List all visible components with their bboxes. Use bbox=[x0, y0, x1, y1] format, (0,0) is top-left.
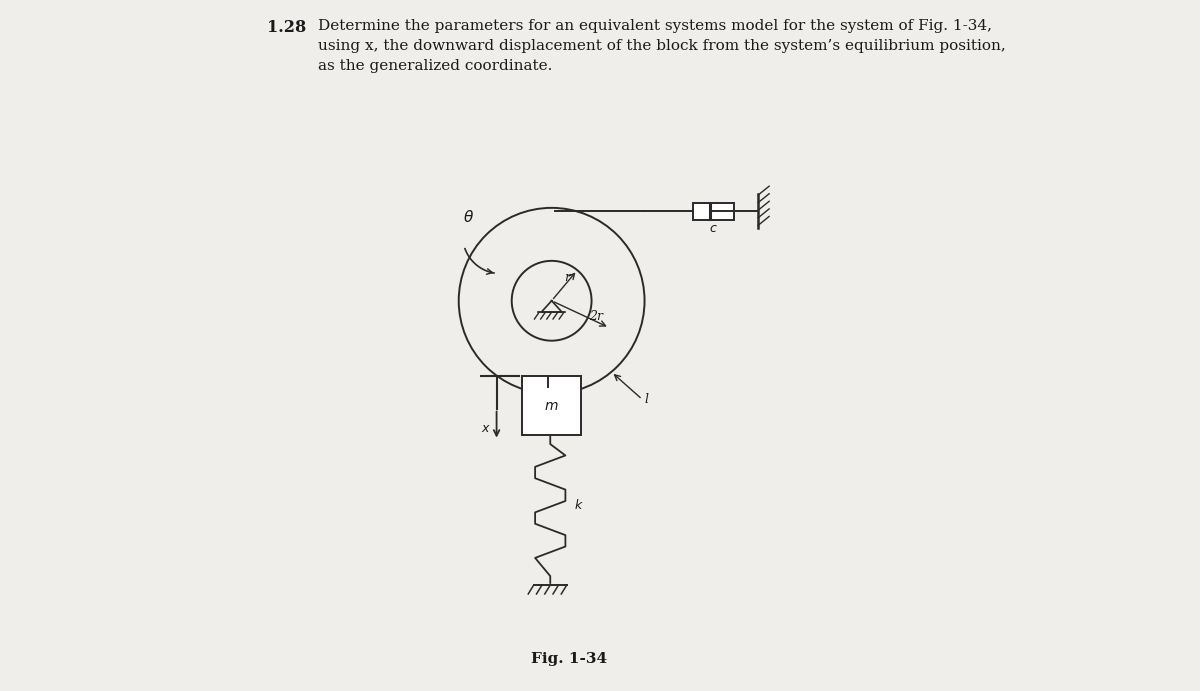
Text: Fig. 1-34: Fig. 1-34 bbox=[530, 652, 607, 665]
Text: $c$: $c$ bbox=[709, 223, 718, 236]
Bar bbox=[692, 202, 734, 220]
Text: $\theta$: $\theta$ bbox=[463, 209, 474, 225]
Text: r: r bbox=[564, 272, 570, 285]
Text: $k$: $k$ bbox=[574, 498, 583, 512]
Text: 2r: 2r bbox=[589, 310, 604, 323]
Text: 1.28: 1.28 bbox=[268, 19, 307, 36]
Text: Determine the parameters for an equivalent systems model for the system of Fig. : Determine the parameters for an equivale… bbox=[318, 19, 1006, 73]
Text: l: l bbox=[644, 393, 648, 406]
Text: $m$: $m$ bbox=[545, 399, 559, 413]
Bar bbox=[522, 377, 581, 435]
Text: $x$: $x$ bbox=[481, 422, 491, 435]
